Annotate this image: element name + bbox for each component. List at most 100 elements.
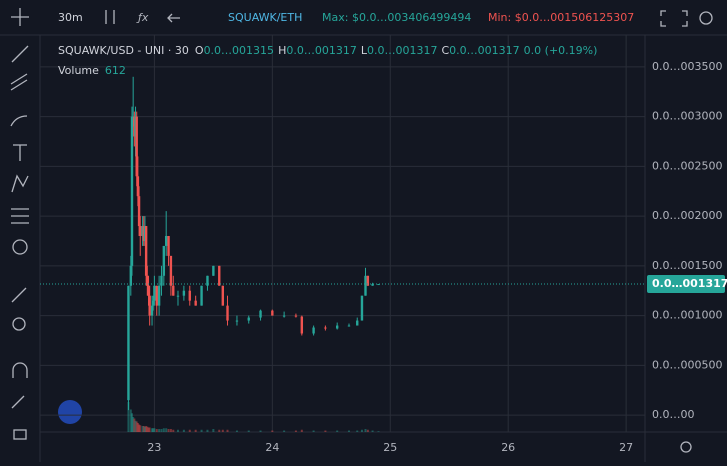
candle-body (294, 315, 298, 317)
candle-body (335, 325, 339, 329)
candle-body (282, 315, 286, 317)
y-tick-label: 0.0…003500 (652, 60, 723, 73)
candle-body (194, 300, 197, 306)
legend: SQUAWK/USD - UNI · 30 O0.0…001315 H0.0…001… (58, 44, 597, 57)
candle-body (360, 295, 364, 321)
ruler-icon[interactable] (11, 287, 27, 303)
candle-body (135, 116, 138, 177)
volume-bar (129, 409, 132, 432)
y-tick-label: 0.0…001000 (652, 309, 723, 322)
axis-settings-icon[interactable] (680, 441, 692, 453)
volume-bar (336, 430, 339, 432)
max-price: Max: $0.0…003406499494 (322, 11, 471, 24)
volume-bar (377, 431, 380, 432)
pattern-icon[interactable] (11, 174, 29, 193)
ohlc-key: C (441, 44, 449, 57)
fib-icon[interactable] (10, 73, 28, 91)
volume-bar (141, 426, 144, 432)
volume-bar (259, 430, 262, 432)
volume-bar (162, 428, 165, 432)
y-tick-label: 0.0…00 (652, 408, 695, 421)
volume-bar (139, 425, 142, 432)
x-tick-label: 23 (147, 441, 161, 454)
candle-body (153, 285, 156, 301)
crosshair-icon[interactable] (11, 8, 29, 26)
left-toolbar (10, 8, 29, 440)
candle-body (247, 317, 250, 321)
undo-icon[interactable] (167, 13, 180, 23)
last-price-label: 0.0…001317 (652, 277, 727, 290)
candle-body (377, 284, 380, 286)
candle-body (200, 285, 203, 306)
candle-body (160, 275, 163, 286)
change: 0.0 (+0.19%) (524, 44, 598, 57)
interval[interactable]: 30m (58, 11, 83, 24)
volume-bar (221, 429, 224, 432)
volume-bar (148, 427, 151, 432)
volume-bar (294, 430, 297, 432)
brush-icon[interactable] (10, 115, 28, 127)
candle-body (226, 305, 229, 321)
ohlc-value: 0.0…001317 (286, 44, 357, 57)
volume-bar (151, 428, 154, 432)
volume-bar (366, 429, 369, 432)
candle-body (176, 295, 180, 297)
volume-bar (146, 426, 149, 432)
volume-bar (283, 430, 286, 432)
volume-bar (312, 430, 315, 432)
candle-body (221, 285, 224, 306)
candle-body (129, 265, 133, 286)
volume-bar (169, 429, 172, 432)
candle-body (188, 290, 191, 301)
measure-icon[interactable] (11, 208, 29, 224)
candle-body (157, 285, 161, 306)
candle-type-icon[interactable] (105, 10, 115, 24)
x-tick-label: 24 (265, 441, 279, 454)
volume-bar (155, 429, 158, 432)
volume-bar (356, 430, 359, 432)
volume-bar (165, 428, 168, 432)
volume-bar (172, 429, 175, 432)
volume-bar (153, 428, 156, 432)
lock-draw-icon[interactable] (11, 395, 25, 409)
candle-body (148, 295, 151, 316)
ohlc-value: 0.0…001317 (449, 44, 520, 57)
volume-bar (143, 426, 146, 432)
candle-body (212, 265, 215, 276)
candle-body (218, 265, 221, 286)
magnet-icon[interactable] (12, 362, 28, 378)
candle-body (371, 284, 374, 286)
ohlc-key: H (278, 44, 286, 57)
emoji-icon[interactable] (12, 239, 28, 255)
lock-icon[interactable] (13, 429, 27, 440)
fx-icon[interactable]: ƒx (136, 11, 149, 24)
candle-body (147, 285, 150, 296)
candle-body (364, 275, 367, 296)
candle-body (366, 275, 370, 286)
volume-bar (360, 429, 363, 432)
volume-bar (130, 413, 133, 432)
volume-bar (158, 429, 161, 432)
volume-value: 612 (105, 64, 126, 77)
candle-body (144, 226, 148, 276)
top-toolbar: ƒx (105, 10, 713, 453)
ohlc-value: 0.0…001317 (367, 44, 438, 57)
volume-bar (226, 429, 229, 432)
volume-bar (152, 428, 155, 432)
volume-bar (134, 420, 137, 432)
candle-body (206, 275, 209, 286)
volume-bar (235, 430, 238, 432)
volume-bar (132, 417, 135, 432)
volume-bar (364, 429, 367, 432)
candle-body (137, 196, 141, 227)
x-tick-label: 27 (619, 441, 633, 454)
text-icon[interactable] (13, 144, 27, 161)
y-tick-label: 0.0…000500 (652, 358, 723, 371)
trend-icon[interactable] (11, 45, 29, 63)
settings-icon[interactable] (699, 11, 713, 25)
zoom-icon[interactable] (12, 317, 26, 331)
fullscreen-icon[interactable] (660, 10, 688, 27)
pair[interactable]: SQUAWK/ETH (228, 11, 302, 24)
